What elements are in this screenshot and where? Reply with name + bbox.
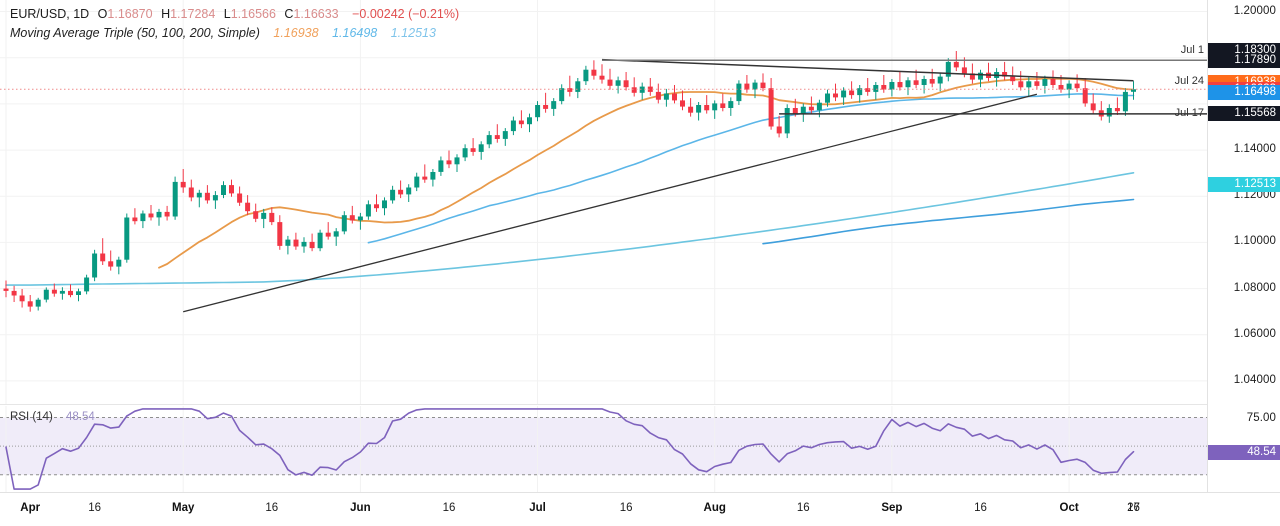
price-tick: 1.20000 bbox=[1233, 4, 1276, 17]
low-value: 1.16566 bbox=[230, 7, 276, 21]
ma50-value: 1.16938 bbox=[273, 25, 319, 40]
date-marker-tag: Jul 17 bbox=[1174, 106, 1204, 119]
time-scale[interactable]: Apr 16 May 16 Jun 16 Jul 16 Aug 16 Sep 16 Oct 16 27 bbox=[0, 492, 1280, 526]
price-badge[interactable]: 1.16498 bbox=[1208, 84, 1280, 100]
close-value: 1.16633 bbox=[293, 7, 339, 21]
time-tick: Aug bbox=[703, 502, 726, 514]
price-tick: 1.14000 bbox=[1233, 143, 1276, 156]
indicator-name[interactable]: Moving Average Triple (50, 100, 200, Sim… bbox=[10, 25, 260, 40]
rsi-label[interactable]: RSI (14) bbox=[10, 411, 53, 423]
date-marker-tag: Jul 1 bbox=[1180, 43, 1204, 56]
time-tick: 16 bbox=[974, 502, 987, 514]
chart-legend: EUR/USD, 1D O1.16870 H1.17284 L1.16566 C… bbox=[10, 8, 459, 39]
rsi-pane[interactable] bbox=[0, 406, 1208, 492]
symbol-label[interactable]: EUR/USD, 1D bbox=[10, 7, 90, 21]
price-badge[interactable]: 48.54 bbox=[1208, 444, 1280, 460]
price-badge[interactable]: 1.12513 bbox=[1208, 176, 1280, 192]
high-label: H bbox=[161, 7, 171, 21]
close-label: C bbox=[284, 7, 294, 21]
time-tick: 16 bbox=[442, 502, 456, 514]
time-tick: Sep bbox=[881, 502, 903, 514]
price-tick: 1.10000 bbox=[1233, 235, 1276, 248]
price-tick: 75.00 bbox=[1246, 412, 1276, 424]
rsi-value: 48.54 bbox=[66, 411, 95, 423]
ohlc-legend-row: EUR/USD, 1D O1.16870 H1.17284 L1.16566 C… bbox=[10, 8, 459, 21]
low-label: L bbox=[223, 7, 231, 21]
price-tick: 1.12000 bbox=[1233, 189, 1276, 202]
price-tick: 1.06000 bbox=[1233, 327, 1276, 340]
time-tick: 16 bbox=[796, 502, 810, 514]
change-value: −0.00242 (−0.21%) bbox=[352, 7, 460, 21]
time-tick: Jun bbox=[350, 502, 371, 514]
time-tick: 16 bbox=[619, 502, 633, 514]
time-tick: 16 bbox=[1127, 502, 1140, 514]
price-scale[interactable]: 1.20000 1.14000 1.12000 1.10000 1.08000 1.060… bbox=[1207, 0, 1280, 492]
price-badge[interactable]: 1.15568 bbox=[1208, 106, 1280, 122]
pane-separator bbox=[0, 404, 1208, 405]
price-pane[interactable] bbox=[0, 0, 1208, 404]
time-tick: 27 bbox=[1127, 502, 1140, 514]
indicator-legend-row: Moving Average Triple (50, 100, 200, Sim… bbox=[10, 25, 459, 40]
ma200-value: 1.12513 bbox=[390, 25, 436, 40]
ma100-value: 1.16498 bbox=[332, 25, 378, 40]
time-tick: Oct bbox=[1059, 502, 1079, 514]
open-label: O bbox=[97, 7, 108, 21]
date-marker-tag: Jul 24 bbox=[1174, 75, 1204, 88]
price-badge[interactable]: 1.17890 bbox=[1208, 52, 1280, 68]
time-tick: 16 bbox=[265, 502, 279, 514]
high-value: 1.17284 bbox=[170, 7, 216, 21]
time-tick: May bbox=[172, 502, 195, 514]
time-tick: Jul bbox=[529, 502, 546, 514]
open-value: 1.16870 bbox=[107, 7, 153, 21]
time-tick: Apr bbox=[20, 502, 41, 514]
rsi-legend: RSI (14) 48.54 bbox=[10, 411, 95, 423]
price-tick: 1.04000 bbox=[1233, 373, 1276, 386]
price-tick: 1.08000 bbox=[1233, 281, 1276, 294]
time-tick: 16 bbox=[88, 502, 101, 514]
